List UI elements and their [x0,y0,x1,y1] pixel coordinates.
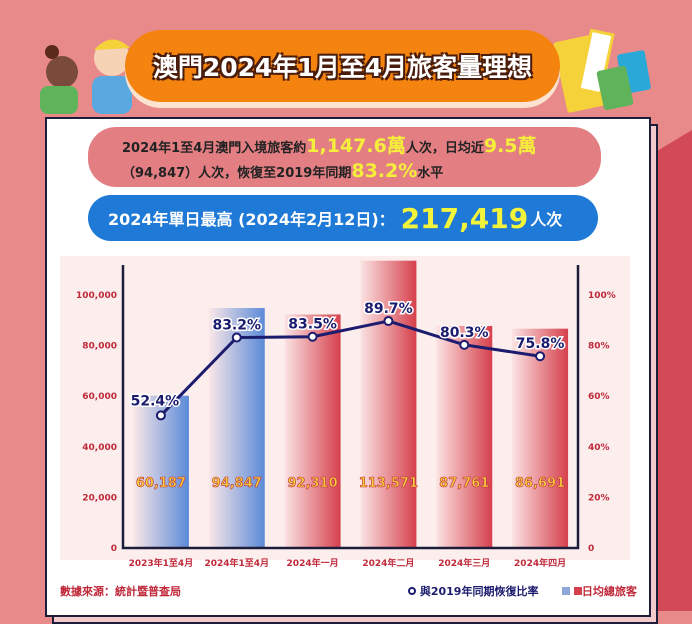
bar [208,308,265,548]
bar-value-label: 87,761 [439,476,489,491]
legend-bar: 日均總旅客 [562,583,637,599]
summary-text: （94,847）人次，恢復至2019年同期 [122,166,352,181]
blue-swatch-icon [562,587,570,595]
passport-icon [596,65,634,111]
line-value-label: 83.2% [212,318,261,334]
page-title: 澳門2024年1月至4月旅客量理想 [152,53,533,82]
line-point [231,332,242,343]
line-point [459,339,470,350]
circle-marker-icon [408,587,416,595]
bar-value-label: 86,691 [515,476,565,491]
recovery-rate: 83.2% [351,160,418,182]
line-value-label: 83.5% [288,317,337,333]
summary-text: 2024年1至4月澳門入境旅客約 [122,141,307,156]
y-right-tick-label: 0 [588,544,594,554]
line-point [307,331,318,342]
line-value-label: 75.8% [516,336,565,352]
legend-bar-label: 日均總旅客 [581,585,637,598]
y-left-tick-label: 40,000 [82,443,117,453]
legend-line-label: 與2019年同期恢復比率 [419,585,539,598]
chart: 60,187 2023年1至4月 94,847 2024年1至4月 92,310 2024… [76,260,616,569]
y-left-tick-label: 100,000 [76,291,117,301]
bar-value-label: 94,847 [212,476,262,491]
bar [360,260,417,548]
bar [436,325,493,548]
line-point [383,316,394,327]
title-banner: 澳門2024年1月至4月旅客量理想 [125,30,560,102]
line-point [155,410,166,421]
y-right-tick-label: 100% [588,291,616,301]
y-left-tick-label: 0 [111,544,117,554]
y-left-tick-label: 80,000 [82,342,117,352]
daily-average: 9.5萬 [483,135,537,157]
x-tick-label: 2024年四月 [514,557,566,569]
bar [132,395,189,548]
summary-text: 水平 [417,166,444,181]
x-tick-label: 2024年1至4月 [204,557,269,569]
y-right-tick-label: 40% [588,443,610,453]
peak-unit: 人次 [530,210,563,229]
total-visitors: 1,147.6萬 [306,135,406,157]
line-point [535,351,546,362]
peak-label: 2024年單日最高 (2024年2月12日)： [108,210,395,229]
line-value-label: 52.4% [131,393,180,409]
y-right-tick-label: 80% [588,342,610,352]
y-right-tick-label: 20% [588,493,610,503]
travelers-illustration [40,28,651,114]
y-left-tick-label: 20,000 [82,493,117,503]
summary-box: 2024年1至4月澳門入境旅客約1,147.6萬人次，日均近9.5萬 （94,8… [88,127,601,187]
x-tick-label: 2024年三月 [438,557,490,569]
bar [284,314,341,548]
bar-value-label: 60,187 [136,476,186,491]
y-left-tick-label: 60,000 [82,392,117,402]
bar-value-label: 113,571 [359,476,418,491]
line-value-label: 80.3% [440,325,489,341]
bar [512,328,569,548]
line-value-label: 89.7% [364,301,413,317]
peak-box: 2024年單日最高 (2024年2月12日)： 217,419 人次 [88,195,598,241]
source-note: 數據來源：統計暨普查局 [60,585,181,598]
axes [121,265,580,550]
x-tick-label: 2023年1至4月 [129,557,194,569]
bar-value-label: 92,310 [287,476,337,491]
y-right-tick-label: 60% [588,392,610,402]
red-swatch-icon [573,587,582,595]
x-tick-label: 2024年一月 [287,557,339,569]
summary-text: 人次，日均近 [405,141,484,156]
legend-line: 與2019年同期恢復比率 [408,583,538,599]
recovery-line [159,319,541,417]
x-tick-label: 2024年二月 [362,557,414,569]
peak-value: 217,419 [400,201,529,235]
